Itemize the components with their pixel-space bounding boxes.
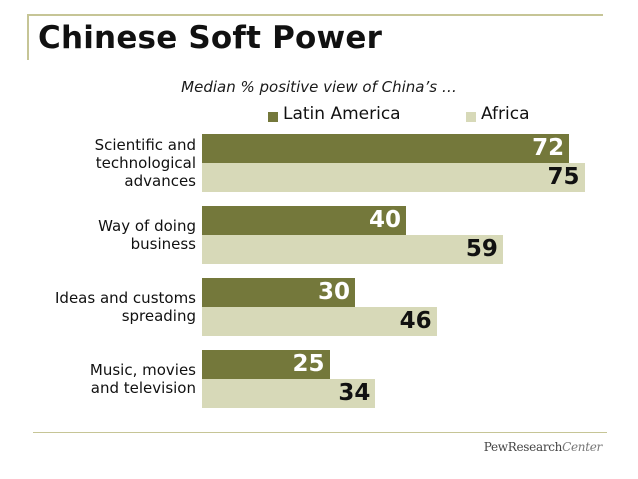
- page-title: Chinese Soft Power: [38, 20, 383, 56]
- logo-text-center: Center: [562, 440, 602, 454]
- data-label-africa: 59: [465, 236, 498, 262]
- logo-text-pew: PewResearch: [483, 440, 563, 454]
- data-label-latin-america: 30: [317, 279, 350, 305]
- bar-africa: [202, 235, 503, 264]
- data-label-latin-america: 72: [532, 135, 565, 161]
- left-rule: [27, 14, 29, 60]
- legend-label-latin-america: Latin America: [283, 104, 401, 124]
- data-label-africa: 34: [338, 380, 371, 406]
- data-label-latin-america: 25: [292, 351, 325, 377]
- legend-label-africa: Africa: [481, 104, 530, 124]
- category-label: Ideas and customs spreading: [55, 289, 196, 325]
- top-rule: [27, 14, 603, 16]
- bottom-rule: [33, 432, 607, 433]
- data-label-africa: 46: [399, 308, 432, 334]
- legend-swatch-africa: [466, 112, 476, 122]
- bar-africa: [202, 379, 376, 408]
- bar-africa: [202, 307, 437, 336]
- bar-latin-america: [202, 206, 406, 235]
- category-label: Music, movies and television: [89, 361, 196, 397]
- chart-subtitle: Median % positive view of China’s …: [181, 78, 457, 96]
- bar-latin-america: [202, 134, 570, 163]
- category-label: Scientific and technological advances: [94, 136, 196, 190]
- category-label: Way of doing business: [98, 217, 196, 253]
- bar-africa: [202, 163, 585, 192]
- data-label-latin-america: 40: [368, 207, 401, 233]
- bar-latin-america: [202, 350, 330, 379]
- pew-research-logo: PewResearchCenter: [483, 440, 603, 454]
- legend-swatch-latin-america: [268, 112, 278, 122]
- bar-latin-america: [202, 278, 355, 307]
- data-label-africa: 75: [547, 164, 580, 190]
